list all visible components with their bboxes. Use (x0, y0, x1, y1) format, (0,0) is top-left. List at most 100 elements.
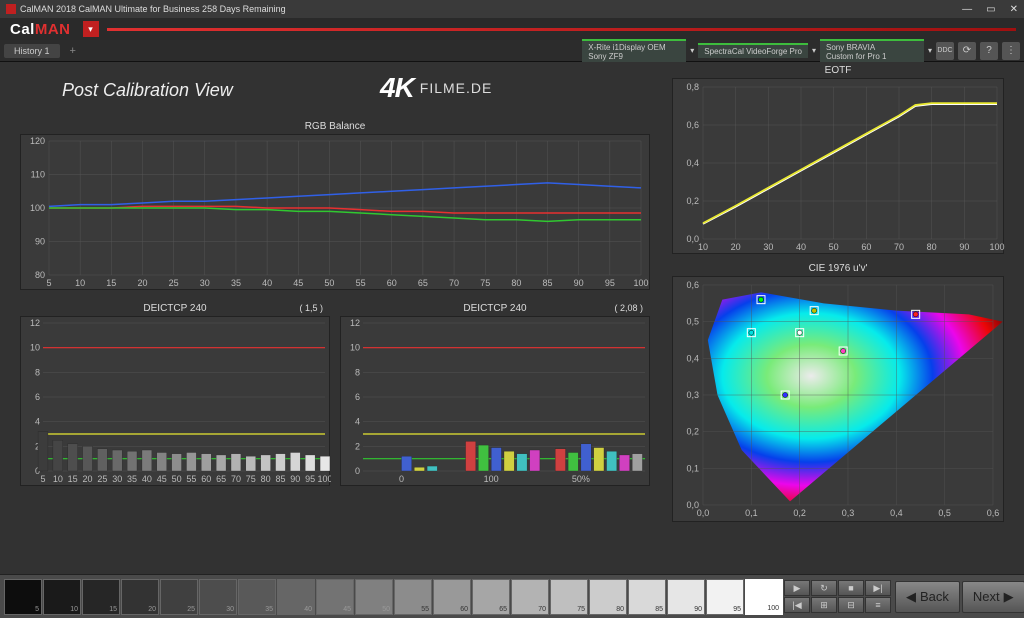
svg-text:35: 35 (231, 278, 241, 288)
brand-menu-dropdown[interactable]: ▾ (83, 21, 99, 37)
deictcp-left-value: ( 1,5 ) (299, 303, 323, 313)
svg-text:50: 50 (829, 242, 839, 252)
settings-icon[interactable]: ⋮ (1002, 42, 1020, 60)
svg-text:40: 40 (262, 278, 272, 288)
svg-text:60: 60 (387, 278, 397, 288)
swatch-25[interactable]: 25 (160, 579, 198, 615)
svg-text:10: 10 (75, 278, 85, 288)
svg-text:60: 60 (861, 242, 871, 252)
svg-text:40: 40 (142, 474, 152, 484)
svg-text:0,3: 0,3 (686, 390, 699, 400)
svg-text:10: 10 (698, 242, 708, 252)
add-tab-button[interactable]: + (64, 45, 82, 57)
svg-text:15: 15 (106, 278, 116, 288)
rgb-balance-svg: 8090100110120510152025303540455055606570… (21, 135, 651, 291)
swatch-55[interactable]: 55 (394, 579, 432, 615)
maximize-icon[interactable]: ▭ (986, 4, 995, 15)
svg-text:70: 70 (231, 474, 241, 484)
svg-text:12: 12 (30, 318, 40, 328)
svg-text:5: 5 (40, 474, 45, 484)
swatch-20[interactable]: 20 (121, 579, 159, 615)
swatch-5[interactable]: 5 (4, 579, 42, 615)
chevron-down-icon[interactable]: ▾ (812, 46, 816, 55)
svg-text:0,2: 0,2 (686, 196, 699, 206)
swatch-85[interactable]: 85 (628, 579, 666, 615)
svg-text:50: 50 (324, 278, 334, 288)
svg-text:95: 95 (605, 278, 615, 288)
skip-icon[interactable]: ▶| (865, 580, 891, 596)
tab-history[interactable]: History 1 (4, 44, 60, 58)
svg-text:0,5: 0,5 (938, 508, 951, 518)
svg-text:10: 10 (53, 474, 63, 484)
swatch-80[interactable]: 80 (589, 579, 627, 615)
chevron-down-icon[interactable]: ▾ (690, 46, 694, 55)
next-button[interactable]: Next▶ (962, 581, 1024, 613)
action3-icon[interactable]: ≡ (865, 597, 891, 613)
svg-text:95: 95 (305, 474, 315, 484)
svg-text:0,8: 0,8 (686, 82, 699, 92)
minimize-icon[interactable]: — (962, 4, 972, 15)
swatch-75[interactable]: 75 (550, 579, 588, 615)
device-source[interactable]: SpectraCal VideoForge Pro (698, 43, 808, 58)
svg-text:0,3: 0,3 (842, 508, 855, 518)
device-display[interactable]: Sony BRAVIA Custom for Pro 1 (820, 39, 924, 63)
stop-icon[interactable]: ■ (838, 580, 864, 596)
svg-text:100: 100 (989, 242, 1004, 252)
svg-text:0: 0 (355, 466, 360, 476)
swatch-100[interactable]: 100 (745, 579, 783, 615)
swatch-95[interactable]: 95 (706, 579, 744, 615)
eotf-chart: EOTF 0,00,20,40,60,810203040506070809010… (672, 78, 1004, 254)
svg-text:30: 30 (763, 242, 773, 252)
watermark-text: FILME.DE (420, 80, 493, 96)
loop-icon[interactable]: ↻ (811, 580, 837, 596)
close-icon[interactable]: ✕ (1010, 4, 1018, 15)
svg-text:90: 90 (959, 242, 969, 252)
swatch-60[interactable]: 60 (433, 579, 471, 615)
prev-icon[interactable]: |◀ (784, 597, 810, 613)
cie-chart: CIE 1976 u'v' 0,00,10,20,30,40,50,60,00,… (672, 276, 1004, 522)
device-source-line1: SpectraCal VideoForge Pro (704, 47, 802, 56)
svg-text:15: 15 (68, 474, 78, 484)
action1-icon[interactable]: ⊞ (811, 597, 837, 613)
swatch-45[interactable]: 45 (316, 579, 354, 615)
svg-text:0,2: 0,2 (793, 508, 806, 518)
svg-text:10: 10 (30, 343, 40, 353)
deictcp-right-value: ( 2,08 ) (614, 303, 643, 313)
tab-bar: History 1 + X-Rite i1Display OEM Sony ZF… (0, 40, 1024, 62)
svg-text:40: 40 (796, 242, 806, 252)
svg-text:65: 65 (216, 474, 226, 484)
footer-bar: 5101520253035404550556065707580859095100… (0, 574, 1024, 618)
svg-text:100: 100 (484, 474, 499, 484)
help-icon[interactable]: ? (980, 42, 998, 60)
swatch-65[interactable]: 65 (472, 579, 510, 615)
swatch-15[interactable]: 15 (82, 579, 120, 615)
refresh-icon[interactable]: ⟳ (958, 42, 976, 60)
svg-text:8: 8 (35, 367, 40, 377)
deictcp-right-svg: 024681012010050% (341, 317, 651, 487)
svg-text:5: 5 (46, 278, 51, 288)
back-button[interactable]: ◀Back (895, 581, 960, 613)
swatch-90[interactable]: 90 (667, 579, 705, 615)
action2-icon[interactable]: ⊟ (838, 597, 864, 613)
svg-text:6: 6 (35, 392, 40, 402)
svg-text:55: 55 (186, 474, 196, 484)
ddc-button[interactable]: DDC (936, 42, 954, 60)
device-meter[interactable]: X-Rite i1Display OEM Sony ZF9 (582, 39, 686, 63)
swatch-40[interactable]: 40 (277, 579, 315, 615)
swatch-50[interactable]: 50 (355, 579, 393, 615)
deictcp-right-title: DEICTCP 240 (463, 303, 526, 314)
swatch-30[interactable]: 30 (199, 579, 237, 615)
chevron-down-icon[interactable]: ▾ (928, 46, 932, 55)
svg-text:90: 90 (290, 474, 300, 484)
svg-text:90: 90 (35, 237, 45, 247)
swatch-10[interactable]: 10 (43, 579, 81, 615)
deictcp-left-title: DEICTCP 240 (143, 303, 206, 314)
swatch-35[interactable]: 35 (238, 579, 276, 615)
svg-text:90: 90 (574, 278, 584, 288)
svg-text:0,1: 0,1 (745, 508, 758, 518)
svg-text:60: 60 (201, 474, 211, 484)
play-icon[interactable]: ▶ (784, 580, 810, 596)
svg-text:100: 100 (317, 474, 331, 484)
swatch-70[interactable]: 70 (511, 579, 549, 615)
svg-text:25: 25 (97, 474, 107, 484)
